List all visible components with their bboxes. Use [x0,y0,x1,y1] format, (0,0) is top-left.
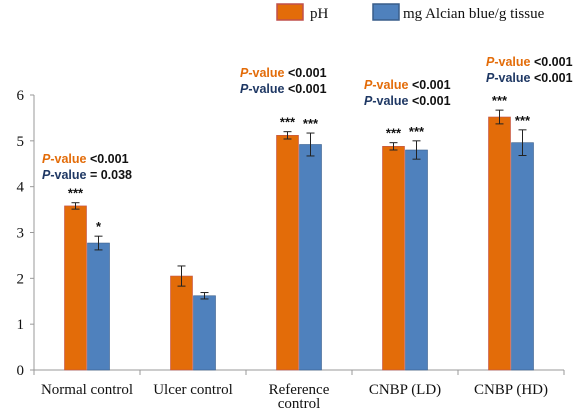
bar-ph [170,275,193,371]
legend-label-alcian-blue: mg Alcian blue/g tissue [403,6,545,22]
p-value-annotation: P-value = 0.038 [42,168,132,182]
x-category-label: CNBP (LD) [369,382,441,398]
x-category-label: Normal control [41,382,133,398]
x-category-label: Ulcer control [153,382,233,398]
p-value-annotation: P-value <0.001 [486,71,573,85]
bar-alcian-blue [87,242,110,371]
p-value-annotation: P-value <0.001 [240,82,327,96]
p-value-annotation: P-value <0.001 [42,152,129,166]
y-tick-label: 1 [17,317,25,333]
p-value-annotation: P-value <0.001 [364,94,451,108]
legend-swatch-alcian-blue [372,3,400,21]
legend-label-ph: pH [310,6,329,22]
significance-stars: *** [386,126,402,141]
bar-ph [488,116,511,371]
y-tick-label: 5 [17,134,25,150]
bar-alcian-blue [193,295,216,371]
y-tick-label: 2 [17,271,25,287]
bar-alcian-blue [405,149,428,371]
y-tick-label: 3 [17,226,25,242]
p-value-annotation: P-value <0.001 [486,55,573,69]
bar-ph [64,205,87,371]
x-category-label: CNBP (HD) [474,382,548,398]
y-tick-label: 4 [17,180,25,196]
significance-stars: *** [303,116,319,131]
significance-stars: *** [409,124,425,139]
significance-stars: *** [68,186,84,201]
significance-stars: *** [492,93,508,108]
y-tick-label: 6 [17,88,25,104]
significance-stars: *** [280,115,296,130]
legend-swatch-ph [276,3,304,21]
y-tick-label: 0 [17,363,25,379]
bar-alcian-blue [511,142,534,371]
significance-stars: * [96,219,102,234]
p-value-annotation: P-value <0.001 [240,66,327,80]
bar-ph [276,135,299,371]
x-category-label: Reference control [269,382,330,409]
bar-alcian-blue [299,144,322,371]
significance-stars: *** [515,113,531,128]
bar-ph [382,146,405,371]
legend: pH mg Alcian blue/g tissue [276,3,545,22]
p-value-annotation: P-value <0.001 [364,78,451,92]
